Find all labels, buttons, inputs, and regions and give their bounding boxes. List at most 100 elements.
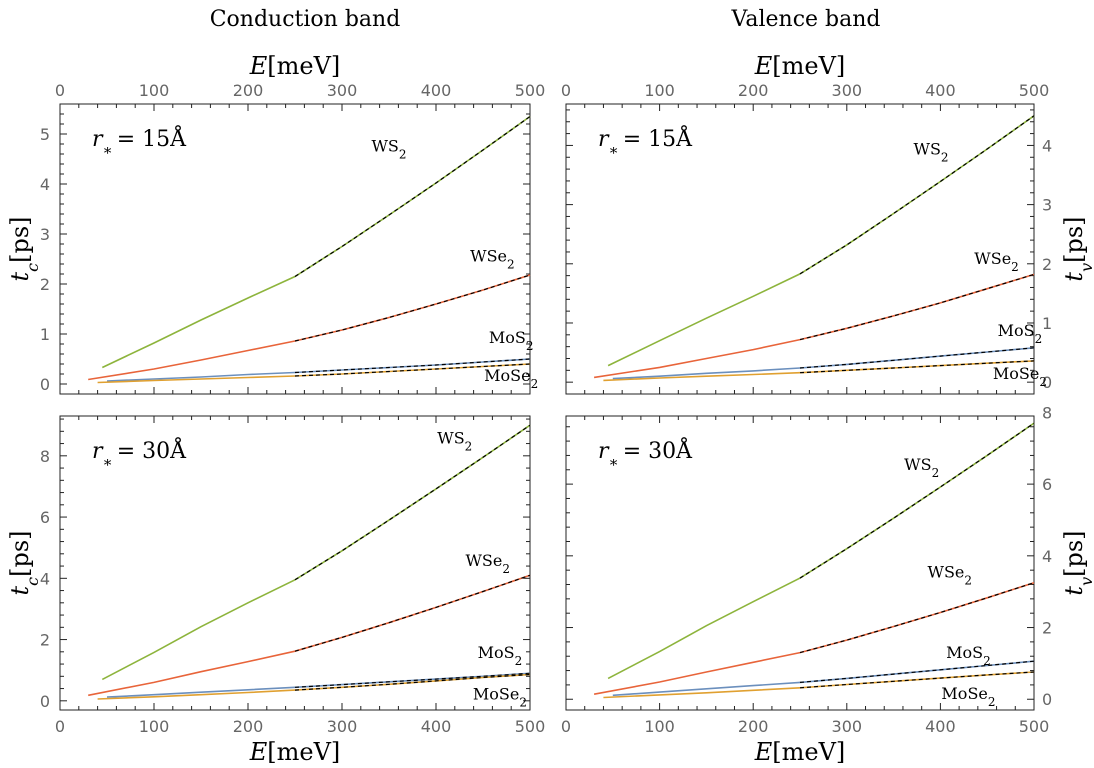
x-axis-title: E[meV] bbox=[249, 52, 341, 80]
x-tick-label: 0 bbox=[561, 717, 571, 736]
x-tick-label: 100 bbox=[644, 717, 675, 736]
x-tick-label: 400 bbox=[925, 81, 956, 100]
x-tick-label: 0 bbox=[561, 81, 571, 100]
y-tick-label: 0 bbox=[1042, 690, 1052, 709]
series-label-WSe2: WSe2 bbox=[928, 562, 973, 587]
x-tick-label: 400 bbox=[421, 81, 452, 100]
series-label-MoSe2: MoSe2 bbox=[473, 684, 527, 709]
y-tick-label: 3 bbox=[1042, 196, 1052, 215]
series-line-WS2 bbox=[607, 115, 1035, 367]
series-line-WS2 bbox=[607, 422, 1035, 680]
y-axis-title: tc[ps] bbox=[6, 530, 42, 595]
fit-line-WS2 bbox=[294, 424, 531, 581]
series-label-MoS2: MoS2 bbox=[489, 328, 534, 353]
radius-annotation: r∗ = 15Å bbox=[92, 124, 187, 159]
plot-frame bbox=[59, 415, 531, 711]
x-tick-label: 200 bbox=[738, 717, 769, 736]
x-tick-label: 100 bbox=[644, 81, 675, 100]
x-tick-label: 200 bbox=[233, 81, 264, 100]
y-tick-label: 0 bbox=[1042, 373, 1052, 392]
x-tick-label: 100 bbox=[139, 717, 170, 736]
series-label-WS2: WS2 bbox=[437, 429, 472, 454]
y-tick-label: 2 bbox=[1042, 619, 1052, 638]
x-tick-label: 0 bbox=[55, 81, 65, 100]
x-tick-label: 400 bbox=[925, 717, 956, 736]
series-line-MoS2 bbox=[106, 358, 531, 382]
series-label-MoS2: MoS2 bbox=[478, 643, 523, 668]
x-axis-title: E[meV] bbox=[754, 52, 846, 80]
fit-line-WSe2 bbox=[799, 273, 1035, 341]
fit-line-WSe2 bbox=[799, 582, 1035, 654]
y-tick-label: 6 bbox=[1042, 475, 1052, 494]
x-axis-title: E[meV] bbox=[249, 738, 341, 766]
radius-annotation: r∗ = 30Å bbox=[92, 436, 187, 471]
panel-bottom-right: 0 100 200 300 400 500 0 2 4 6 8 WS2 WSe2 MoS2 MoSe2 r∗ =… bbox=[561, 403, 1094, 766]
plot-frame bbox=[565, 103, 1035, 395]
radius-annotation: r∗ = 15Å bbox=[598, 124, 693, 159]
x-tick-label: 100 bbox=[139, 81, 170, 100]
series-label-MoS2: MoS2 bbox=[998, 321, 1043, 346]
x-tick-label: 500 bbox=[515, 81, 546, 100]
series-line-WS2 bbox=[101, 115, 531, 369]
x-tick-label: 500 bbox=[1019, 81, 1050, 100]
plot-frame bbox=[565, 415, 1035, 711]
y-axis-title: tv[ps] bbox=[1060, 216, 1094, 281]
series-label-WS2: WS2 bbox=[371, 137, 406, 162]
series-label-MoS2: MoS2 bbox=[946, 643, 991, 668]
series-label-WSe2: WSe2 bbox=[974, 249, 1019, 274]
fit-line-MoSe2 bbox=[294, 673, 531, 691]
series-label-MoSe2: MoSe2 bbox=[993, 364, 1047, 389]
series-line-WSe2 bbox=[593, 581, 1035, 695]
x-axis-title: E[meV] bbox=[754, 738, 846, 766]
series-line-WSe2 bbox=[593, 273, 1035, 379]
y-tick-label: 4 bbox=[1042, 547, 1052, 566]
x-tick-label: 300 bbox=[327, 717, 358, 736]
y-tick-label: 1 bbox=[40, 325, 50, 344]
x-tick-label: 300 bbox=[327, 81, 358, 100]
right-column-title: Valence band bbox=[731, 7, 881, 32]
fit-line-WS2 bbox=[294, 116, 531, 278]
y-tick-label: 2 bbox=[40, 631, 50, 650]
y-tick-label: 4 bbox=[1042, 136, 1052, 155]
series-label-MoSe2: MoSe2 bbox=[941, 684, 995, 709]
x-tick-label: 500 bbox=[515, 717, 546, 736]
y-tick-label: 8 bbox=[1042, 403, 1052, 422]
series-label-WSe2: WSe2 bbox=[470, 247, 515, 272]
series-line-MoS2 bbox=[612, 347, 1035, 380]
y-tick-label: 2 bbox=[1042, 255, 1052, 274]
x-tick-label: 500 bbox=[1019, 717, 1050, 736]
y-tick-label: 4 bbox=[40, 175, 50, 194]
y-axis-title: tc[ps] bbox=[6, 216, 42, 281]
series-label-MoSe2: MoSe2 bbox=[484, 366, 538, 391]
series-label-WSe2: WSe2 bbox=[465, 551, 510, 576]
x-tick-label: 200 bbox=[738, 81, 769, 100]
x-tick-label: 300 bbox=[832, 717, 863, 736]
fit-line-MoS2 bbox=[294, 358, 531, 374]
y-tick-label: 5 bbox=[40, 125, 50, 144]
y-tick-label: 2 bbox=[40, 275, 50, 294]
left-column-title: Conduction band bbox=[210, 7, 401, 32]
panel-bottom-left: 0 100 200 300 400 500 0 2 4 6 8 WS2 WSe2 MoS2 MoSe2 r∗ =… bbox=[6, 415, 546, 766]
x-tick-label: 400 bbox=[421, 717, 452, 736]
y-tick-label: 1 bbox=[1042, 314, 1052, 333]
radius-annotation: r∗ = 30Å bbox=[598, 436, 693, 471]
y-tick-label: 3 bbox=[40, 225, 50, 244]
y-tick-label: 8 bbox=[40, 447, 50, 466]
fit-line-WS2 bbox=[799, 422, 1035, 579]
panel-top-right: 0 100 200 300 400 500 0 1 2 3 4 WS2 WSe2 MoS2 MoSe2 r∗ =… bbox=[561, 52, 1094, 395]
y-tick-label: 6 bbox=[40, 508, 50, 527]
fit-line-MoSe2 bbox=[294, 363, 531, 377]
series-label-WS2: WS2 bbox=[904, 455, 939, 480]
fit-line-MoS2 bbox=[294, 672, 531, 688]
panel-top-left: 0 100 200 300 400 500 0 1 2 3 4 5 WS2 WSe2 MoS2 MoSe2 r∗… bbox=[6, 52, 546, 395]
x-tick-label: 300 bbox=[832, 81, 863, 100]
y-tick-label: 4 bbox=[40, 569, 50, 588]
y-tick-label: 0 bbox=[40, 375, 50, 394]
fit-line-WS2 bbox=[799, 115, 1035, 275]
y-tick-label: 0 bbox=[40, 692, 50, 711]
fit-line-WSe2 bbox=[294, 574, 531, 652]
plot-frame bbox=[59, 103, 531, 395]
x-tick-label: 0 bbox=[55, 717, 65, 736]
x-tick-label: 200 bbox=[233, 717, 264, 736]
